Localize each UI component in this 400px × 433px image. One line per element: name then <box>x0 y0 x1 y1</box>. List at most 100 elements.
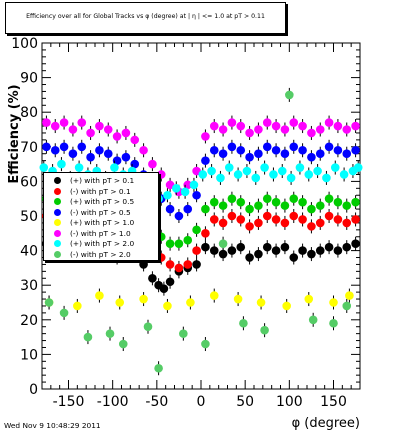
data-point <box>269 170 278 179</box>
legend-marker <box>54 187 61 195</box>
data-point <box>68 125 78 134</box>
data-point <box>254 218 263 228</box>
data-point <box>298 197 307 207</box>
data-point <box>165 204 175 214</box>
data-point <box>333 121 343 131</box>
data-point <box>298 121 307 131</box>
data-point <box>277 166 287 176</box>
data-point <box>245 222 254 231</box>
data-point <box>295 163 305 172</box>
data-point <box>351 215 360 224</box>
data-point <box>50 145 60 155</box>
data-point <box>148 159 157 169</box>
data-point <box>209 291 219 300</box>
data-point <box>192 260 201 269</box>
legend: (+) with pT > 0.1 (-) with pT > 0.1 (+) … <box>43 172 159 261</box>
data-point <box>174 263 184 273</box>
data-point <box>307 152 316 162</box>
data-point <box>324 118 334 127</box>
data-point <box>218 201 228 210</box>
data-point <box>183 235 193 245</box>
chart-title-box: Efficiency over all for Global Tracks vs… <box>5 2 286 34</box>
data-point <box>351 239 360 248</box>
data-point <box>130 135 140 145</box>
legend-label: (-) with pT > 2.0 <box>70 249 131 259</box>
data-point <box>289 142 299 152</box>
legend-marker <box>54 219 61 226</box>
data-point <box>218 239 228 248</box>
data-point <box>139 145 148 155</box>
legend-marker <box>54 208 61 216</box>
x-tick-label: -100 <box>97 394 129 410</box>
data-point <box>353 163 363 172</box>
y-tick-label: 10 <box>20 347 38 363</box>
data-point <box>333 215 343 224</box>
legend-marker <box>54 229 61 237</box>
data-point <box>201 339 210 349</box>
data-point <box>308 315 318 325</box>
data-point <box>139 294 148 304</box>
legend-item: (-) with pT > 2.0 <box>44 249 158 259</box>
data-point <box>209 197 219 207</box>
data-point <box>245 152 254 162</box>
legend-item: (-) with pT > 1.0 <box>44 228 158 238</box>
y-tick-label: 30 <box>20 278 38 294</box>
data-point <box>280 242 290 252</box>
data-point <box>286 173 296 183</box>
data-point <box>156 170 166 179</box>
data-point <box>156 253 166 262</box>
data-point <box>236 215 246 224</box>
data-point <box>143 322 153 332</box>
y-axis-label: Efficiency (%) <box>7 84 22 183</box>
data-point <box>103 125 113 134</box>
data-point <box>342 125 352 134</box>
data-point <box>307 128 316 138</box>
data-point <box>209 121 219 131</box>
data-point <box>329 318 338 328</box>
chart-title: Efficiency over all for Global Tracks vs… <box>26 13 265 20</box>
data-point <box>198 170 208 179</box>
data-point <box>298 145 307 155</box>
legend-marker <box>54 177 61 184</box>
data-point <box>50 121 60 131</box>
data-point <box>171 184 181 193</box>
data-point <box>42 142 51 152</box>
legend-label: (+) with pT > 0.5 <box>70 197 135 206</box>
data-point <box>307 249 316 259</box>
y-tick-label: 100 <box>11 36 38 52</box>
data-point <box>115 298 125 307</box>
data-point <box>307 222 316 231</box>
data-point <box>83 332 93 342</box>
legend-marker <box>54 250 61 258</box>
legend-marker <box>54 198 61 205</box>
data-point <box>280 125 290 134</box>
data-point <box>224 163 234 172</box>
data-point <box>156 232 166 242</box>
data-point <box>236 145 246 155</box>
data-point <box>77 118 87 127</box>
data-point <box>280 218 290 228</box>
data-point <box>44 298 54 307</box>
data-point <box>105 329 115 338</box>
data-point <box>233 294 243 304</box>
data-point <box>59 142 69 152</box>
data-point <box>254 125 263 134</box>
data-point <box>95 121 104 131</box>
data-point <box>271 197 281 207</box>
data-point <box>174 239 184 248</box>
data-point <box>236 242 246 252</box>
x-tick-label: 0 <box>197 394 206 410</box>
data-point <box>192 246 201 255</box>
data-point <box>280 149 290 159</box>
x-tick-label: 100 <box>276 394 303 410</box>
data-point <box>351 197 360 207</box>
data-point <box>333 145 343 155</box>
legend-item: (-) with pT > 0.1 <box>44 186 158 196</box>
data-point <box>289 194 299 203</box>
data-point <box>330 163 340 172</box>
data-point <box>342 218 352 228</box>
timestamp: Wed Nov 9 10:48:29 2011 <box>4 421 101 430</box>
data-point <box>77 142 87 152</box>
data-point <box>262 242 272 252</box>
